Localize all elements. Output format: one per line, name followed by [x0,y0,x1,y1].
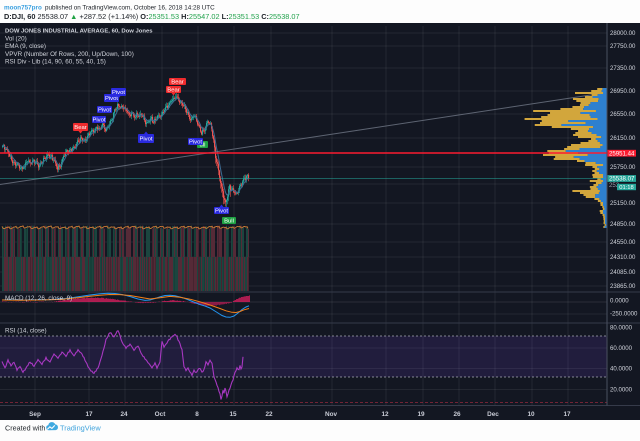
svg-text:24310.00: 24310.00 [610,254,636,261]
svg-text:Oct: Oct [155,411,167,418]
svg-text:28000.00: 28000.00 [610,30,636,37]
svg-text:Pivot: Pivot [105,96,118,102]
svg-text:Pivot: Pivot [189,140,202,146]
svg-text:01:18: 01:18 [619,185,634,191]
svg-text:22: 22 [265,411,273,418]
svg-text:17: 17 [563,411,571,418]
svg-text:moon757pro: moon757pro [4,5,42,12]
svg-text:8: 8 [195,411,199,418]
svg-text:published on TradingView.com,: published on TradingView.com, October 16… [45,5,215,12]
svg-text:19: 19 [417,411,425,418]
svg-text:26: 26 [453,411,461,418]
svg-text:24550.00: 24550.00 [610,239,636,246]
svg-text:TradingView: TradingView [60,424,101,433]
svg-text:10: 10 [527,411,535,418]
svg-text:Pivot: Pivot [92,118,105,124]
svg-text:26150.00: 26150.00 [610,135,636,142]
svg-text:RSI Div - Lib (14, 90, 60, 55,: RSI Div - Lib (14, 90, 60, 55, 40, 15) [5,59,106,66]
svg-text:23865.00: 23865.00 [610,283,636,290]
svg-text:12: 12 [381,411,389,418]
svg-text:-250.0000: -250.0000 [610,311,638,318]
svg-text:25750.00: 25750.00 [610,164,636,171]
svg-text:24850.00: 24850.00 [610,221,636,228]
svg-text:24: 24 [120,411,128,418]
svg-text:Pivot: Pivot [139,137,152,143]
svg-text:80.0000: 80.0000 [610,325,633,332]
svg-text:20.0000: 20.0000 [610,387,633,394]
svg-text:Pivot: Pivot [98,108,111,114]
svg-text:Pivot: Pivot [215,209,228,215]
svg-text:Bear: Bear [74,125,86,131]
svg-text:Vol (20): Vol (20) [5,36,27,43]
svg-text:0.0000: 0.0000 [610,298,629,305]
svg-text:VPVR (Number Of Rows, 200, Up/: VPVR (Number Of Rows, 200, Up/Down, 100) [5,51,134,58]
svg-text:DOW JONES INDUSTRIAL AVERAGE,: DOW JONES INDUSTRIAL AVERAGE, 60, Dow Jo… [5,29,153,35]
svg-text:Created with: Created with [5,424,45,433]
svg-text:EMA (9, close): EMA (9, close) [5,43,46,50]
svg-text:26550.00: 26550.00 [610,111,636,118]
svg-text:17: 17 [85,411,93,418]
svg-text:RSI (14, close): RSI (14, close) [5,328,47,335]
svg-text:Bear: Bear [171,80,183,86]
svg-text:15: 15 [229,411,237,418]
svg-text:Dec: Dec [487,411,499,418]
svg-text:26950.00: 26950.00 [610,88,636,95]
svg-text:25538.07: 25538.07 [609,176,635,183]
svg-text:Bull: Bull [224,219,234,225]
svg-text:40.0000: 40.0000 [610,366,633,373]
svg-text:27350.00: 27350.00 [610,65,636,72]
svg-text:24085.00: 24085.00 [610,269,636,276]
svg-text:27750.00: 27750.00 [610,43,636,50]
svg-text:MACD (12, 26, close, 9): MACD (12, 26, close, 9) [5,295,72,302]
svg-text:Sep: Sep [29,411,41,418]
svg-text:Pivot: Pivot [112,90,125,96]
svg-text:D:DJI, 60 25538.07 ▲ +287.52 (: D:DJI, 60 25538.07 ▲ +287.52 (+1.14%) O:… [4,12,300,21]
svg-text:25150.00: 25150.00 [610,200,636,207]
svg-text:Nov: Nov [325,411,338,418]
svg-text:Bear: Bear [167,88,179,94]
svg-text:60.0000: 60.0000 [610,345,633,352]
svg-text:25951.44: 25951.44 [609,150,635,157]
